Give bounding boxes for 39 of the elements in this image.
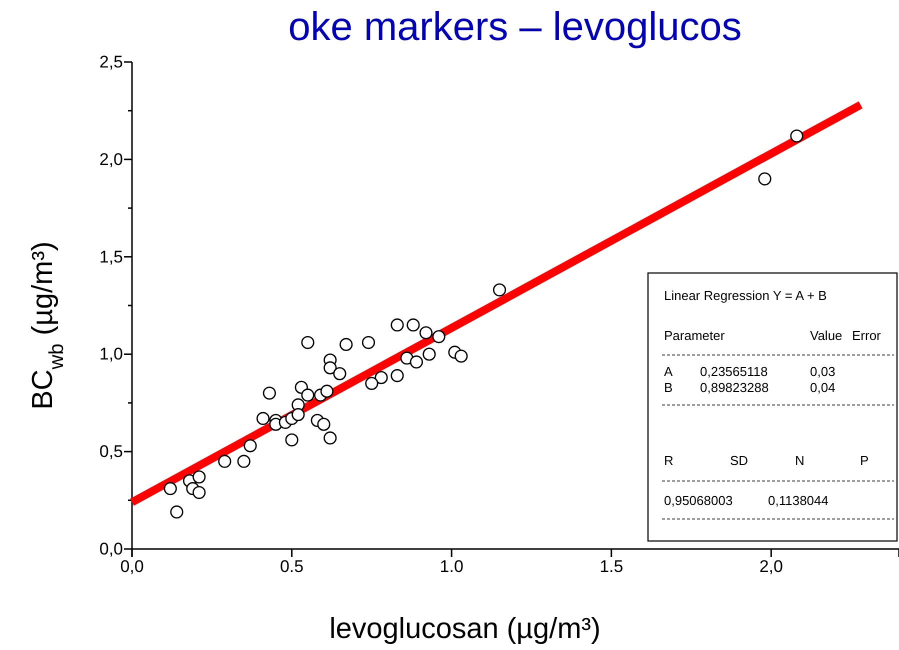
point [454,350,468,363]
y-tick-label: 1,0 [99,344,123,364]
annotation: 0,03 [810,364,836,379]
point [432,330,446,344]
annotation: A [664,364,673,379]
annotation: 0,89823288 [700,380,769,395]
annotation: B [664,380,673,395]
annotation: 0,04 [810,380,836,395]
point [164,482,177,496]
x-tick-label: 0,0 [120,557,144,576]
x-tick-label: 2,0 [759,557,783,576]
x-tick-label: 1.5 [600,557,624,576]
annotation: 0,23565118 [700,364,768,379]
annotation: Error [852,328,882,343]
point [244,439,257,452]
chart-title: oke markers – levoglucos [288,5,742,49]
x-axis-title: levoglucosan (µg/m³) [329,613,601,645]
point [301,388,314,402]
y-tick-label: 0,0 [99,539,123,558]
annotation: Linear Regression Y = A + B [664,288,827,303]
annotation: R [664,453,674,468]
annotation: 0,95068003 [664,493,733,508]
y-tick-label: 2,5 [99,52,123,72]
x-tick-label: 0.5 [280,557,304,576]
annotation: Value [810,328,842,343]
annotation: N [795,453,804,468]
annotation: 0,1138044 [768,493,828,508]
annotation: Parameter [664,328,726,343]
x-tick-label: 1.0 [440,557,464,576]
annotation: SD [730,453,748,468]
y-tick-label: 1,5 [99,247,123,266]
annotation: P [860,453,869,468]
point [292,408,305,422]
point [317,418,330,431]
point [320,384,334,398]
point [790,129,804,143]
y-tick-label: 0,5 [99,442,123,462]
y-tick-label: 2,0 [99,150,123,169]
point [192,486,206,500]
